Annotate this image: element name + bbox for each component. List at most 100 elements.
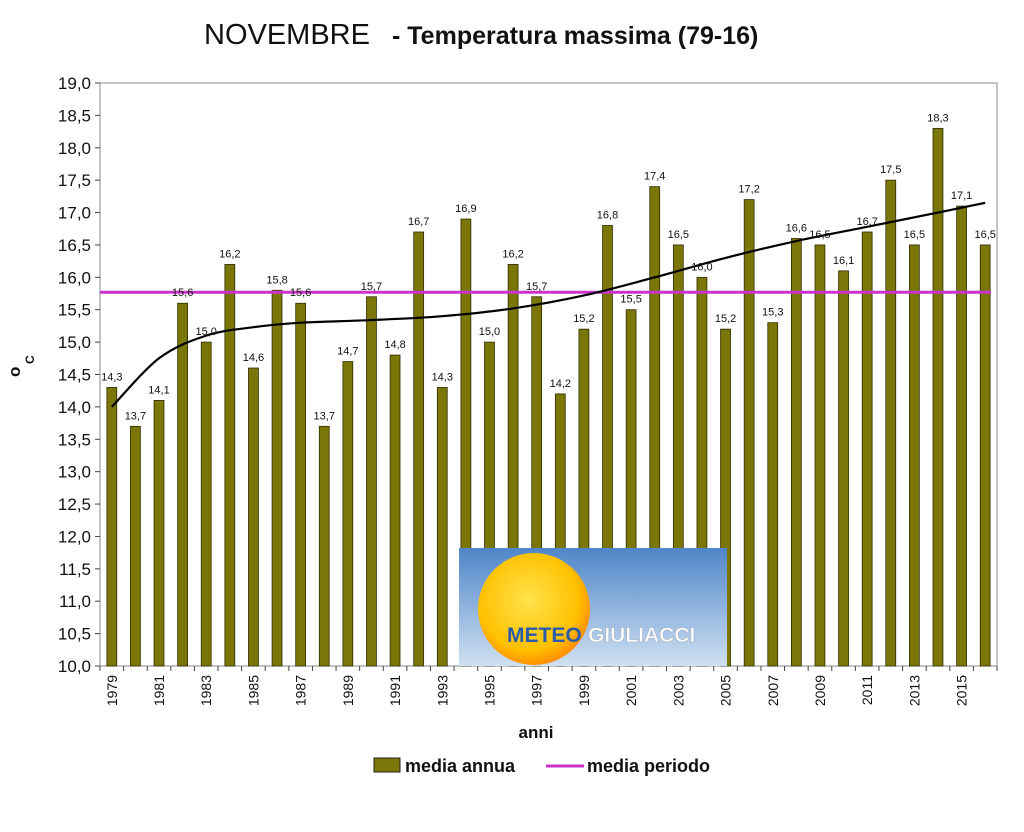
bar-value-label: 15,8 — [266, 274, 287, 286]
bar-value-label: 16,1 — [833, 255, 854, 267]
bar-1981 — [153, 400, 165, 667]
x-tick-label: 1983 — [198, 675, 214, 706]
bar-value-label: 14,3 — [101, 371, 122, 383]
data-labels: 14,313,714,115,615,016,214,615,815,613,7… — [101, 112, 996, 422]
bar-value-label: 17,2 — [738, 184, 759, 196]
x-tick-label: 1989 — [340, 675, 356, 706]
bar-1991 — [389, 354, 401, 667]
y-tick-label: 15,5 — [58, 301, 91, 320]
x-tick-label: 1987 — [293, 675, 309, 706]
trend-line — [111, 201, 986, 408]
bar-1985 — [248, 367, 259, 667]
bar-value-label: 14,7 — [337, 346, 358, 358]
x-tick-label: 1995 — [481, 675, 497, 706]
y-axis-ticks: 10,0 10,5 11,0 11,5 12,0 12,5 13,0 13,5 14,0 14,5… — [58, 74, 100, 676]
y-axis-label-unit: C — [23, 355, 37, 364]
x-tick-label: 1991 — [387, 675, 403, 706]
y-tick-label: 11,5 — [59, 560, 91, 579]
y-tick-label: 19,0 — [58, 74, 91, 93]
logo-giuliacci-text: GIULIACCI — [588, 624, 695, 647]
bar-2007 — [767, 322, 779, 667]
x-tick-label: 1985 — [245, 675, 261, 706]
bar-value-label: 15,0 — [479, 326, 500, 338]
bar-1984 — [224, 263, 236, 667]
bar-1986 — [271, 289, 283, 667]
bar-value-label: 14,6 — [243, 352, 264, 364]
legend-label-media-periodo: media periodo — [587, 756, 710, 776]
y-axis-label: o C — [5, 355, 37, 377]
x-tick-label: 1993 — [434, 675, 450, 706]
bar-value-label: 16,9 — [455, 203, 476, 215]
bar-2006 — [743, 199, 755, 667]
bar-value-label: 15,7 — [361, 281, 382, 293]
x-tick-label: 2013 — [906, 675, 922, 706]
bar-value-label: 13,7 — [125, 410, 146, 422]
bar-1988 — [318, 425, 330, 667]
bar-value-label: 16,2 — [502, 248, 523, 260]
bar-2011 — [861, 231, 873, 667]
bar-value-label: 15,3 — [762, 307, 783, 319]
meteo-giuliacci-logo: METEO GIULIACCI — [459, 548, 727, 666]
bar-value-label: 16,6 — [786, 222, 807, 234]
bar-value-label: 16,8 — [597, 210, 618, 222]
bar-value-label: 16,0 — [691, 261, 712, 273]
bar-1987 — [295, 302, 307, 667]
bar-value-label: 13,7 — [314, 410, 335, 422]
chart-title: NOVEMBRE — [204, 19, 370, 51]
bar-value-label: 16,7 — [856, 216, 877, 228]
bar-value-label: 18,3 — [927, 112, 948, 124]
bar-value-label: 15,2 — [573, 313, 594, 325]
bar-1992 — [413, 231, 425, 667]
bar-value-label: 15,7 — [526, 281, 547, 293]
x-axis-label: anni — [519, 723, 554, 742]
y-tick-label: 17,0 — [58, 204, 91, 223]
y-tick-label: 18,0 — [58, 139, 91, 158]
y-tick-label: 14,5 — [58, 366, 91, 385]
bar-2008 — [790, 238, 802, 667]
sun-icon — [478, 553, 590, 665]
bar-value-label: 14,8 — [384, 339, 405, 351]
x-tick-label: 2015 — [954, 675, 970, 706]
x-tick-label: 2011 — [859, 675, 875, 705]
bar-value-label: 16,2 — [219, 248, 240, 260]
bar-2014 — [932, 127, 944, 667]
y-tick-label: 12,5 — [58, 495, 91, 514]
bar-2015 — [956, 205, 967, 667]
bar-2013 — [909, 244, 920, 667]
bar-value-label: 17,4 — [644, 171, 665, 183]
bar-1982 — [177, 302, 188, 667]
bar-2012 — [885, 179, 897, 667]
x-tick-label: 2007 — [765, 675, 781, 706]
x-tick-label: 1981 — [151, 675, 167, 706]
y-tick-label: 16,5 — [58, 236, 91, 255]
bar-value-label: 16,5 — [668, 229, 689, 241]
bar-value-label: 14,1 — [148, 384, 169, 396]
lines — [100, 201, 991, 408]
y-axis-label-degree: o — [5, 367, 24, 377]
x-tick-label: 1979 — [104, 675, 120, 706]
x-tick-label: 2001 — [623, 675, 639, 706]
bar-value-label: 16,7 — [408, 216, 429, 228]
x-axis-ticks: 1979 1981 1983 1985 1987 1989 1991 1993 1995 1997… — [99, 666, 998, 706]
bar-2016 — [979, 244, 991, 667]
bar-1983 — [200, 341, 212, 667]
y-tick-label: 18,5 — [58, 106, 91, 125]
y-tick-label: 10,5 — [58, 625, 91, 644]
y-tick-label: 17,5 — [58, 171, 91, 190]
bar-1979 — [106, 387, 118, 667]
y-tick-label: 11,0 — [59, 592, 91, 611]
x-tick-label: 1997 — [529, 675, 545, 706]
y-tick-label: 10,0 — [58, 657, 91, 676]
bar-value-label: 15,6 — [290, 287, 311, 299]
legend: media annua media periodo — [373, 756, 710, 776]
bar-1989 — [342, 361, 354, 667]
bar-1993 — [436, 387, 448, 667]
x-tick-label: 1999 — [576, 675, 592, 706]
bar-2010 — [838, 270, 849, 667]
bar-value-label: 17,5 — [880, 164, 901, 176]
bar-value-label: 15,6 — [172, 287, 193, 299]
bar-value-label: 15,2 — [715, 313, 736, 325]
legend-label-media-annua: media annua — [405, 756, 516, 776]
x-tick-label: 2005 — [718, 675, 734, 706]
